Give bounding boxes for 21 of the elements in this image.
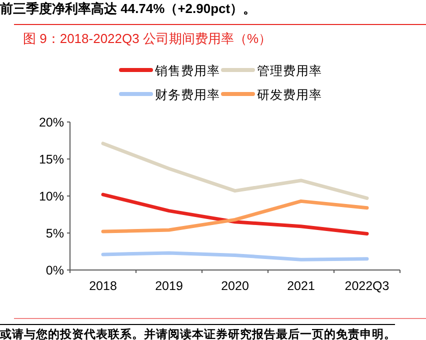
x-tick-label: 2022Q3 — [344, 279, 390, 293]
line-series — [101, 251, 369, 262]
text: 前三季度净利率高达 44.74%（+2.90pct）。 — [0, 1, 256, 16]
y-tick-label: 15% — [38, 152, 64, 166]
legend-label: 销售费用率 — [154, 63, 220, 78]
x-tick-label: 2019 — [155, 279, 183, 293]
line-series — [101, 142, 369, 200]
legend-label: 研发费用率 — [257, 87, 322, 102]
x-tick-label: 2021 — [287, 279, 315, 293]
line-series — [101, 199, 369, 234]
x-tick-label: 2020 — [221, 279, 249, 293]
y-tick-label: 0% — [46, 264, 64, 278]
y-tick-label: 5% — [46, 226, 64, 240]
legend-label: 管理费用率 — [257, 63, 322, 78]
y-tick-label: 10% — [38, 190, 64, 204]
y-tick-label: 20% — [38, 116, 64, 130]
x-tick-label: 2018 — [89, 279, 117, 293]
line-series — [101, 192, 369, 236]
text: 或请与您的投资代表联系。并请阅读本证券研究报告最后一页的免责申明。 — [0, 327, 396, 340]
legend-label: 财务费用率 — [155, 87, 220, 102]
chart-title: 图 9：2018-2022Q3 公司期间费用率（%） — [23, 31, 272, 46]
